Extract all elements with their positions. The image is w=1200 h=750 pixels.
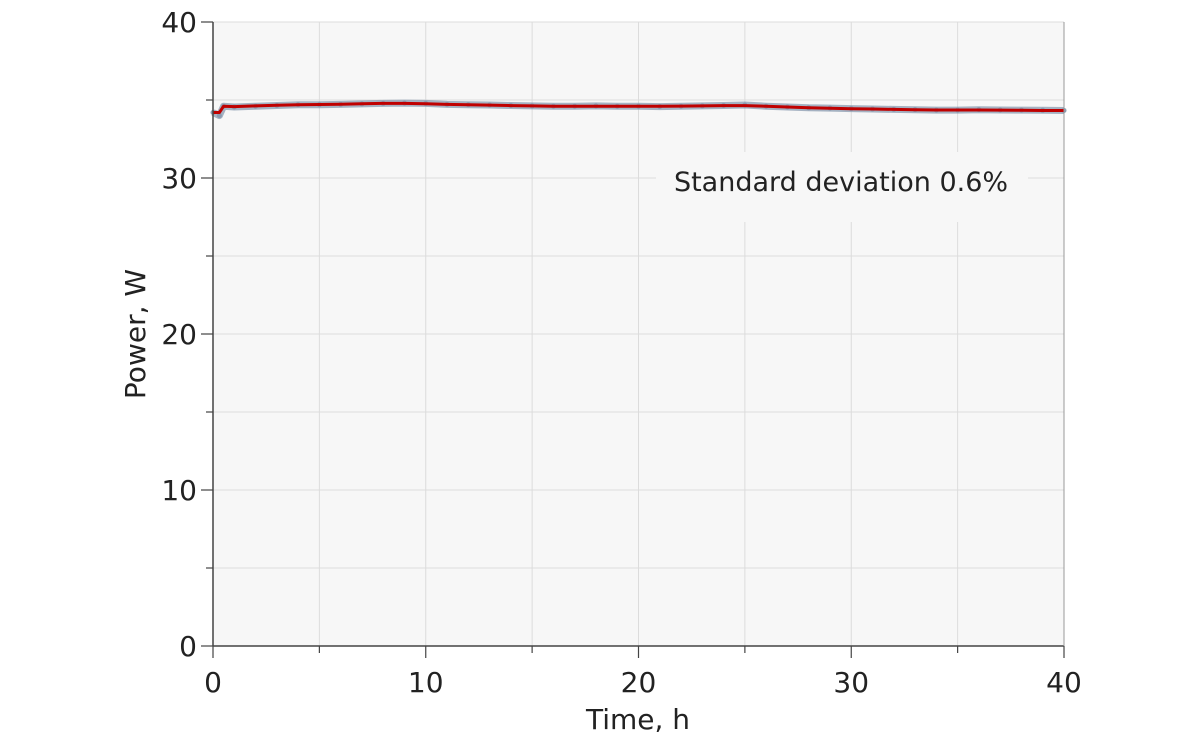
x-tick-label: 10 — [408, 666, 444, 699]
x-tick-label: 20 — [621, 666, 657, 699]
y-tick-label: 30 — [161, 162, 197, 195]
x-tick-label: 30 — [833, 666, 869, 699]
x-tick-label: 0 — [204, 666, 222, 699]
x-axis-label: Time, h — [585, 703, 690, 736]
annotation-background — [656, 152, 1028, 222]
x-tick-label: 40 — [1046, 666, 1082, 699]
y-tick-label: 40 — [161, 6, 197, 39]
series-smoothed-line — [213, 101, 1064, 114]
tick-marks — [201, 21, 1065, 658]
y-axis-label: Power, W — [119, 269, 152, 399]
y-tick-label: 10 — [161, 474, 197, 507]
series-layer — [210, 99, 1067, 120]
raw-data-point — [216, 113, 222, 119]
y-tick-label: 0 — [179, 630, 197, 663]
tick-labels: 0 10 20 30 40 0 10 20 30 40 — [161, 6, 1081, 699]
annotation-text: Standard deviation 0.6% — [674, 167, 1008, 198]
y-tick-label: 20 — [161, 318, 197, 351]
